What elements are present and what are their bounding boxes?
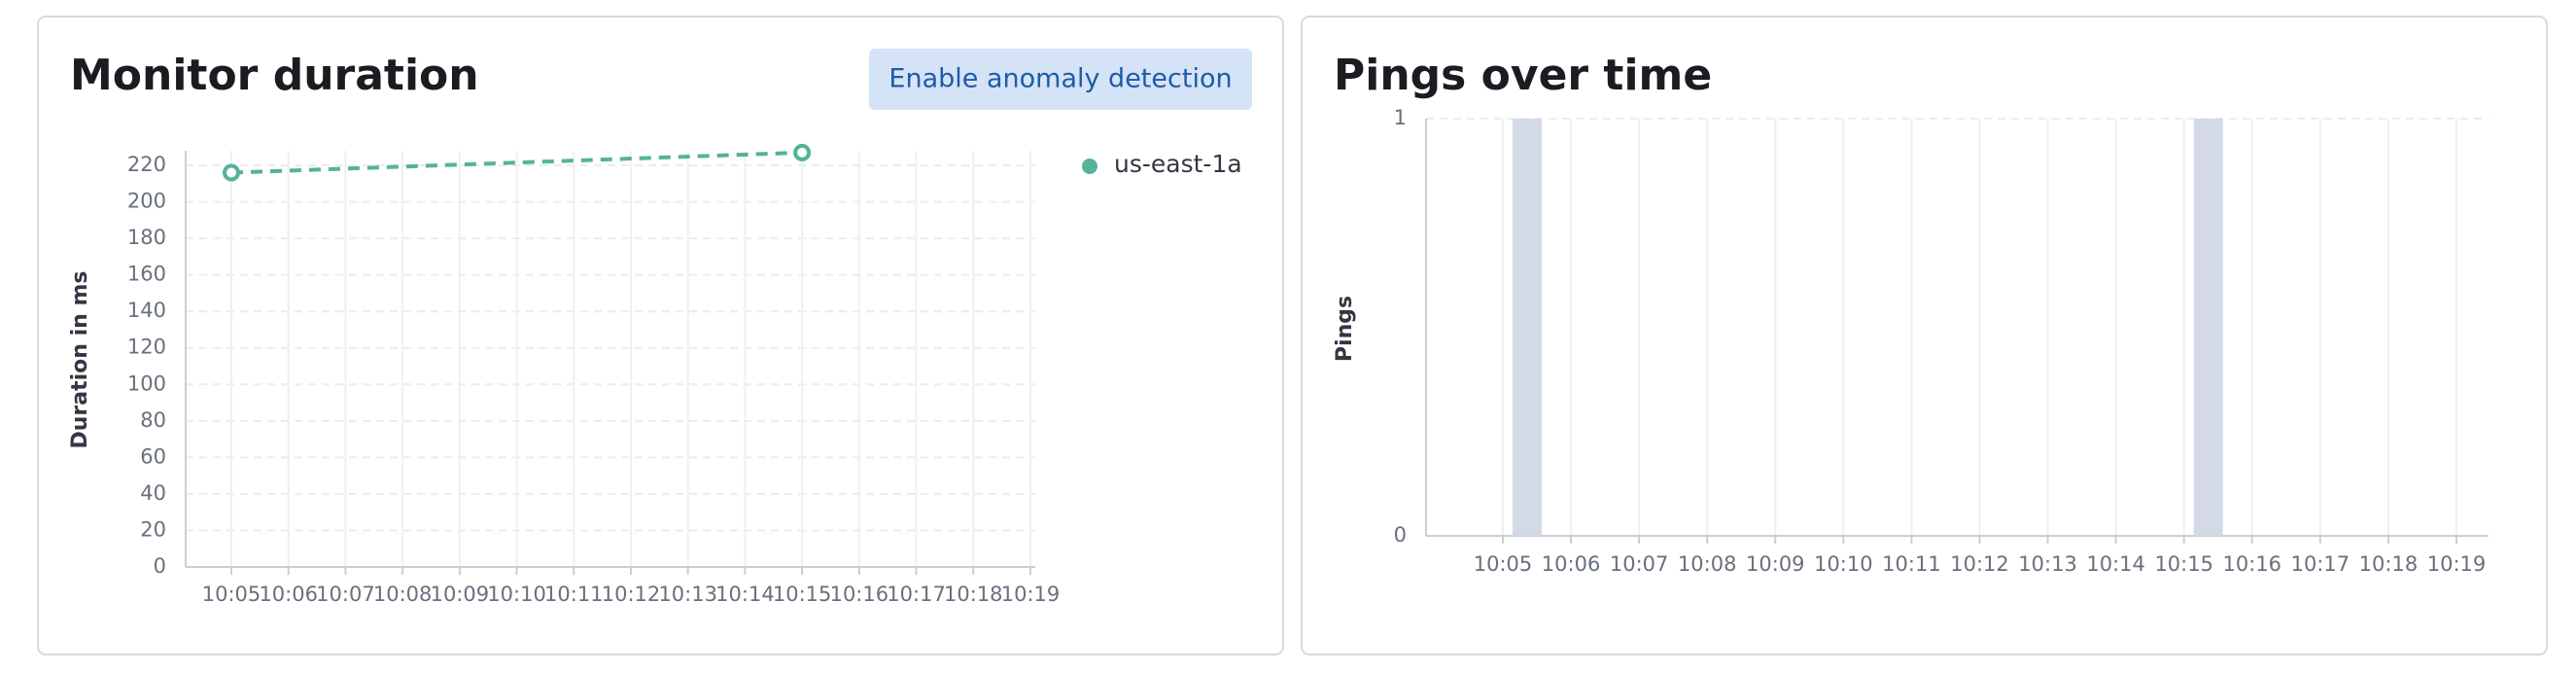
x-tick-label: 10:06: [1542, 552, 1601, 576]
x-tick-label: 10:09: [431, 583, 490, 606]
point: [223, 163, 240, 182]
x-tick-label: 10:17: [2291, 552, 2350, 576]
y-tick-label: 200: [127, 190, 166, 213]
x-tick-label: 10:19: [2427, 552, 2487, 576]
x-tick-label: 10:17: [887, 583, 946, 606]
x-tick-label: 10:14: [2086, 552, 2145, 576]
legend-label: us-east-1a: [1114, 150, 1242, 178]
panel: [37, 16, 1284, 655]
x-tick-label: 10:19: [1001, 583, 1061, 606]
x-tick-label: 10:12: [1950, 552, 2009, 576]
bar: [2193, 119, 2223, 536]
x-tick-label: 10:12: [602, 583, 661, 606]
x-tick-label: 10:09: [1746, 552, 1805, 576]
button[interactable]: [869, 49, 1252, 110]
x-tick-label: 10:11: [544, 583, 604, 606]
line: [230, 150, 803, 175]
x-tick-label: 10:10: [1814, 552, 1873, 576]
y-tick-label: 0: [1394, 523, 1407, 547]
x-tick-label: 10:08: [1678, 552, 1737, 576]
x-tick-label: 10:10: [487, 583, 546, 606]
y-tick-label: 140: [127, 299, 166, 322]
legend-swatch: [1082, 159, 1097, 174]
x-tick-label: 10:16: [830, 583, 889, 606]
chart-title: Monitor duration: [70, 51, 479, 100]
y-axis-title: Pings: [1333, 296, 1357, 362]
y-tick-label: 180: [127, 226, 166, 249]
x-tick-label: 10:07: [316, 583, 375, 606]
y-axis-title: Duration in ms: [68, 271, 92, 449]
x-tick-label: 10:13: [658, 583, 717, 606]
bar: [1513, 119, 1542, 536]
x-tick-label: 10:13: [2018, 552, 2077, 576]
y-tick-label: 100: [127, 372, 166, 395]
y-tick-label: 0: [154, 554, 166, 578]
y-tick-label: 220: [127, 153, 166, 176]
x-tick-label: 10:16: [2223, 552, 2282, 576]
button-label[interactable]: Enable anomaly detection: [888, 64, 1232, 94]
y-tick-label: 160: [127, 263, 166, 286]
x-tick-label: 10:15: [773, 583, 832, 606]
x-tick-label: 10:14: [715, 583, 775, 606]
x-tick-label: 10:05: [202, 583, 261, 606]
panel: [1301, 16, 2548, 655]
y-tick-label: 80: [140, 408, 166, 432]
y-tick-label: 20: [140, 517, 166, 541]
y-tick-label: 1: [1394, 106, 1407, 129]
x-tick-label: 10:11: [1882, 552, 1941, 576]
x-tick-label: 10:15: [2154, 552, 2213, 576]
point: [793, 143, 812, 161]
x-tick-label: 10:08: [373, 583, 433, 606]
x-tick-label: 10:05: [1474, 552, 1533, 576]
y-tick-label: 120: [127, 336, 166, 359]
y-tick-label: 60: [140, 444, 166, 468]
x-tick-label: 10:07: [1610, 552, 1669, 576]
x-tick-label: 10:18: [2359, 552, 2419, 576]
x-tick-label: 10:18: [944, 583, 1003, 606]
y-tick-label: 40: [140, 481, 166, 505]
chart-title: Pings over time: [1334, 51, 1712, 100]
x-tick-label: 10:06: [259, 583, 318, 606]
